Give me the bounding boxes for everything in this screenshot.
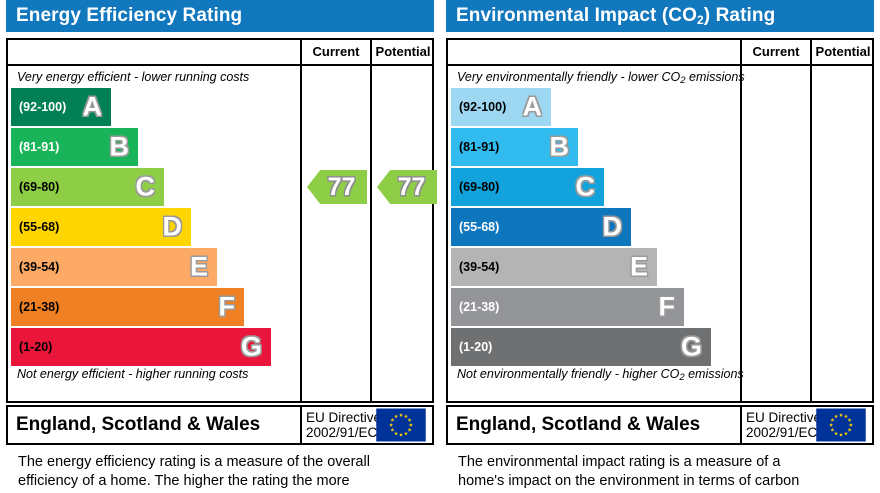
env-band-list: (92-100) A (81-91) B (69-80) C (55-68) D (39-54)… [451, 88, 741, 368]
band-range-label: (21-38) [459, 300, 500, 314]
energy-efficiency-chart: Current Potential Very energy efficient … [6, 38, 437, 403]
band-letter-label: C [575, 171, 596, 202]
band-b: (81-91) B [451, 128, 578, 166]
env-footer-directive: EU Directive 2002/91/EC [746, 410, 821, 440]
energy-directive-line2: 2002/91/EC [306, 425, 378, 440]
band-f: (21-38) F [11, 288, 244, 326]
energy-current-rating-arrow-value: 77 [327, 172, 356, 201]
env-directive-line2: 2002/91/EC [746, 425, 818, 440]
env-note-bottom-sub: 2 [679, 372, 685, 383]
band-range-label: (55-68) [459, 220, 500, 234]
eu-flag-icon [376, 408, 426, 442]
env-note-top-sub: 2 [680, 75, 686, 86]
energy-chart-header-row: Current Potential [8, 40, 432, 66]
band-letter-label: F [218, 291, 236, 322]
energy-potential-rating-arrow: 77 [377, 170, 437, 204]
env-note-bottom-suffix: emissions [684, 367, 744, 381]
band-e: (39-54) E [11, 248, 217, 286]
env-column-divider-current [740, 40, 742, 401]
band-range-label: (81-91) [19, 140, 60, 154]
energy-band-list: (92-100) A (81-91) B (69-80) C (55-68) D (39-54)… [11, 88, 301, 368]
energy-efficiency-panel: Energy Efficiency Rating Current Potenti… [6, 0, 437, 493]
energy-footer: England, Scotland & Wales EU Directive 2… [6, 405, 434, 445]
energy-directive-line1: EU Directive [306, 410, 382, 425]
band-range-label: (92-100) [19, 100, 67, 114]
band-range-label: (92-100) [459, 100, 507, 114]
band-range-label: (1-20) [19, 340, 53, 354]
env-footer-region: England, Scotland & Wales [456, 414, 701, 435]
energy-potential-rating-arrow-value: 77 [397, 172, 426, 201]
band-letter-label: C [135, 171, 156, 202]
energy-footer-region: England, Scotland & Wales [16, 414, 261, 435]
band-a: (92-100) A [451, 88, 551, 126]
band-e: (39-54) E [451, 248, 657, 286]
energy-description: The energy efficiency rating is a measur… [18, 454, 370, 493]
band-g: (1-20) G [451, 328, 711, 366]
env-footer: England, Scotland & Wales EU Directive 2… [446, 405, 874, 445]
env-note-bottom: Not environmentally friendly - higher CO… [457, 367, 744, 383]
column-divider-potential [370, 40, 372, 401]
band-letter-label: B [549, 131, 570, 162]
band-range-label: (39-54) [19, 260, 60, 274]
band-range-label: (81-91) [459, 140, 500, 154]
energy-footer-directive: EU Directive 2002/91/EC [306, 410, 381, 440]
band-a: (92-100) A [11, 88, 111, 126]
env-footer-divider [740, 407, 742, 443]
band-range-label: (21-38) [19, 300, 60, 314]
band-letter-label: B [109, 131, 130, 162]
band-letter-label: D [602, 211, 623, 242]
env-note-top: Very environmentally friendly - lower CO… [457, 70, 745, 86]
eu-flag-icon [816, 408, 866, 442]
env-column-divider-potential [810, 40, 812, 401]
environmental-impact-chart: Current Potential Very environmentally f… [446, 38, 874, 403]
band-letter-label: A [522, 91, 543, 122]
band-range-label: (69-80) [459, 180, 500, 194]
environmental-impact-panel: Environmental Impact (CO2) Rating Curren… [446, 0, 874, 493]
band-d: (55-68) D [11, 208, 191, 246]
band-letter-label: A [82, 91, 103, 122]
energy-column-header-potential: Potential [375, 44, 431, 59]
band-c: (69-80) C [11, 168, 164, 206]
env-note-top-prefix: Very environmentally friendly - lower CO [457, 70, 681, 84]
band-letter-label: G [240, 331, 262, 362]
band-letter-label: F [658, 291, 676, 322]
energy-efficiency-title: Energy Efficiency Rating [6, 0, 434, 32]
environmental-title-prefix: Environmental Impact (CO [456, 5, 697, 26]
band-d: (55-68) D [451, 208, 631, 246]
band-b: (81-91) B [11, 128, 138, 166]
energy-note-top: Very energy efficient - lower running co… [17, 70, 250, 84]
env-chart-header-row: Current Potential [448, 40, 872, 66]
env-description: The environmental impact rating is a mea… [446, 453, 830, 493]
environmental-impact-title: Environmental Impact (CO2) Rating [446, 0, 874, 32]
band-range-label: (39-54) [459, 260, 500, 274]
environmental-title-suffix: ) Rating [703, 5, 776, 26]
env-directive-line1: EU Directive [746, 410, 822, 425]
band-letter-label: G [680, 331, 702, 362]
band-range-label: (69-80) [19, 180, 60, 194]
energy-footer-divider [300, 407, 302, 443]
band-letter-label: E [629, 251, 648, 282]
energy-column-header-current: Current [312, 44, 360, 59]
band-f: (21-38) F [451, 288, 684, 326]
energy-efficiency-title-text: Energy Efficiency Rating [16, 5, 243, 26]
band-g: (1-20) G [11, 328, 271, 366]
band-range-label: (55-68) [19, 220, 60, 234]
band-letter-label: D [162, 211, 183, 242]
env-column-header-potential: Potential [815, 44, 871, 59]
energy-note-bottom: Not energy efficient - higher running co… [17, 367, 249, 381]
env-note-top-suffix: emissions [685, 70, 745, 84]
band-range-label: (1-20) [459, 340, 493, 354]
band-c: (69-80) C [451, 168, 604, 206]
column-divider-current [300, 40, 302, 401]
env-description-part1: The environmental impact rating is a mea… [458, 454, 800, 493]
band-letter-label: E [189, 251, 208, 282]
environmental-title-sub: 2 [697, 13, 704, 27]
energy-current-rating-arrow: 77 [307, 170, 367, 204]
env-column-header-current: Current [752, 44, 800, 59]
env-note-bottom-prefix: Not environmentally friendly - higher CO [457, 367, 680, 381]
